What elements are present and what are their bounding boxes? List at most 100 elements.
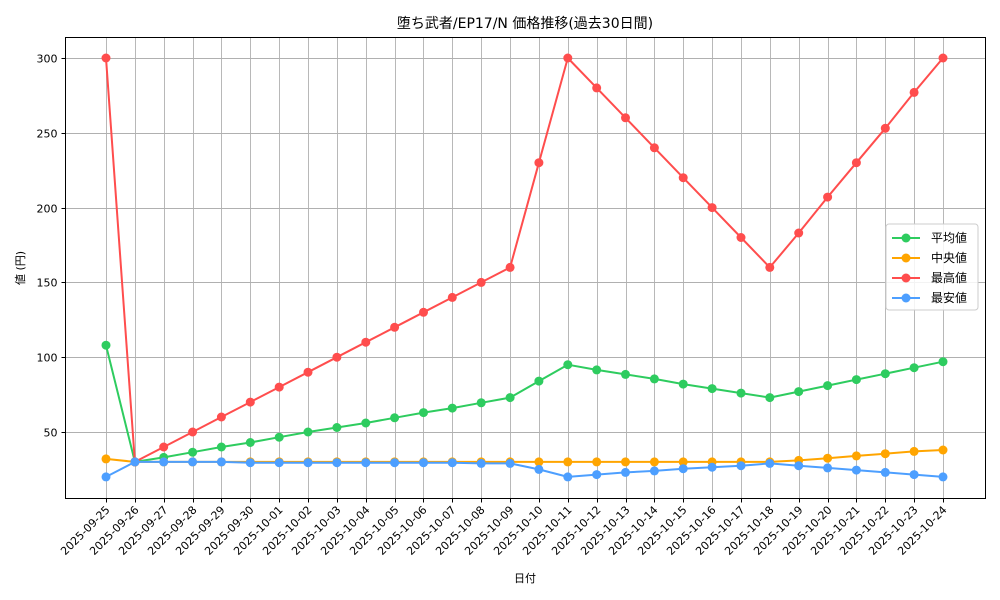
data-point-marker	[245, 458, 255, 468]
data-point-marker	[563, 360, 573, 370]
data-point-marker	[621, 457, 630, 467]
data-point-marker	[245, 397, 255, 407]
data-point-marker	[101, 53, 111, 63]
data-point-marker	[534, 158, 544, 168]
legend-item: 最高値	[892, 270, 967, 285]
data-point-marker	[303, 458, 313, 468]
y-axis-ticks: 50 100 150 200 250 300	[37, 53, 66, 440]
series-2	[101, 53, 948, 467]
y-tick-label: 100	[37, 352, 58, 365]
x-axis-ticks: 2025-09-252025-09-262025-09-272025-09-28…	[58, 498, 950, 558]
data-point-marker	[909, 87, 919, 97]
data-point-marker	[101, 472, 111, 482]
data-point-marker	[621, 467, 630, 477]
data-point-marker	[563, 53, 573, 63]
data-point-marker	[159, 442, 169, 452]
data-point-marker	[649, 457, 659, 467]
data-point-marker	[649, 374, 659, 384]
data-point-marker	[592, 365, 602, 375]
y-tick-label: 300	[37, 53, 58, 66]
data-point-marker	[563, 472, 573, 482]
data-point-marker	[823, 453, 833, 463]
data-point-marker	[216, 442, 226, 452]
data-point-marker	[447, 458, 457, 468]
series-line	[105, 449, 944, 463]
y-axis-label: 値 (円)	[14, 251, 27, 285]
series-0	[101, 340, 948, 467]
series-1	[101, 445, 948, 467]
y-tick-label: 200	[37, 203, 58, 216]
data-point-marker	[361, 458, 371, 468]
legend-marker-icon	[901, 233, 911, 243]
data-point-marker	[678, 457, 688, 467]
data-point-marker	[447, 292, 457, 302]
data-point-marker	[534, 464, 544, 474]
data-point-marker	[649, 466, 659, 476]
data-point-marker	[303, 367, 313, 377]
data-point-marker	[707, 203, 717, 213]
data-series	[101, 53, 948, 482]
data-point-marker	[678, 379, 688, 389]
data-point-marker	[101, 454, 111, 464]
data-point-marker	[736, 233, 746, 242]
series-line	[105, 57, 944, 463]
data-point-marker	[794, 461, 804, 471]
data-point-marker	[880, 123, 890, 133]
legend-label: 最安値	[931, 290, 967, 305]
data-point-marker	[823, 463, 833, 473]
data-point-marker	[823, 192, 833, 202]
data-point-marker	[851, 451, 861, 461]
data-point-marker	[188, 447, 198, 457]
data-point-marker	[765, 458, 775, 468]
data-point-marker	[880, 369, 890, 379]
data-point-marker	[188, 457, 198, 467]
data-point-marker	[419, 458, 428, 468]
data-point-marker	[390, 413, 400, 423]
grid-lines	[65, 37, 986, 499]
data-point-marker	[736, 388, 746, 398]
legend-label: 平均値	[931, 230, 967, 245]
data-point-marker	[707, 462, 717, 472]
data-point-marker	[621, 369, 630, 379]
data-point-marker	[419, 307, 428, 317]
data-point-marker	[216, 412, 226, 422]
data-point-marker	[390, 458, 400, 468]
plot-frame	[65, 37, 986, 499]
series-line	[105, 460, 944, 478]
data-point-marker	[505, 262, 515, 272]
data-point-marker	[909, 446, 919, 456]
data-point-marker	[592, 470, 602, 480]
y-tick-label: 150	[37, 277, 58, 290]
legend-marker-icon	[901, 293, 911, 303]
series-line	[105, 344, 944, 463]
data-point-marker	[476, 398, 486, 408]
data-point-marker	[361, 337, 371, 347]
legend-marker-icon	[901, 273, 911, 283]
data-point-marker	[476, 458, 486, 468]
data-point-marker	[736, 461, 746, 471]
data-point-marker	[245, 438, 255, 447]
data-point-marker	[188, 427, 198, 437]
data-point-marker	[101, 340, 111, 350]
series-3	[101, 457, 948, 482]
legend-label: 中央値	[931, 250, 967, 265]
data-point-marker	[621, 113, 630, 123]
y-tick-label: 50	[44, 427, 58, 440]
data-point-marker	[938, 53, 948, 63]
legend-item: 平均値	[892, 230, 967, 245]
data-point-marker	[649, 143, 659, 153]
data-point-marker	[938, 445, 948, 455]
data-point-marker	[592, 83, 602, 93]
data-point-marker	[678, 464, 688, 474]
data-point-marker	[505, 393, 515, 403]
data-point-marker	[765, 393, 775, 403]
data-point-marker	[447, 403, 457, 413]
data-point-marker	[678, 173, 688, 183]
data-point-marker	[938, 357, 948, 367]
data-point-marker	[823, 381, 833, 391]
data-point-marker	[476, 277, 486, 287]
data-point-marker	[534, 457, 544, 467]
data-point-marker	[274, 432, 284, 442]
